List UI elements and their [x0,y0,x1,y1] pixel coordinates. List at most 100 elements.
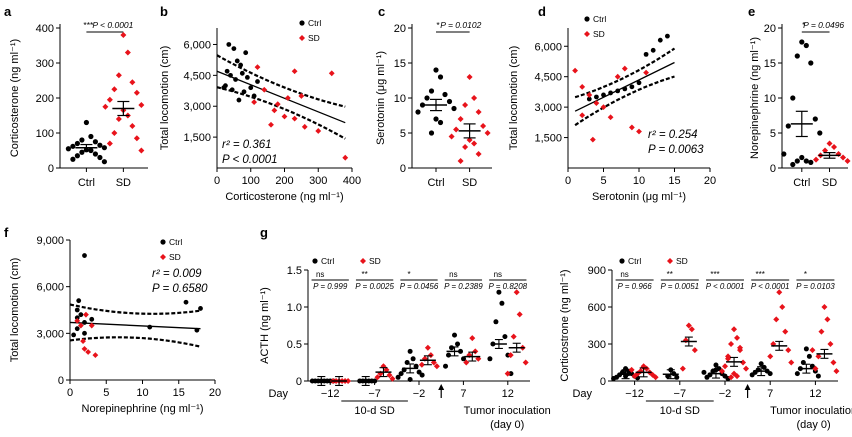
ctrl-point [413,363,419,369]
sd-point [516,311,523,318]
significance-label: ns [620,270,628,279]
sd-point [345,378,352,384]
x-tick-label: SD [822,177,837,189]
sd-point [281,113,288,120]
sd-point [453,126,460,133]
sd-point [827,341,834,347]
sd-point [629,124,635,131]
sd-point [522,359,529,366]
sd-point [274,101,281,108]
regression-stat: r² = 0.254 [648,129,698,141]
ctrl-point [147,324,153,330]
ctrl-point [65,146,71,152]
y-axis-label: Total locomotion (cm) [9,258,21,363]
ctrl-point [183,299,189,305]
ctrl-point [799,39,805,45]
y-tick-label: 6,000 [183,39,211,51]
ctrl-point [803,346,809,352]
inoculation-label: Tumor inoculation [464,405,551,417]
ctrl-point [76,298,82,304]
sd-point [643,69,649,76]
ctrl-point [89,316,95,322]
sd-point [462,144,469,150]
sd-point [833,368,840,375]
ctrl-point [643,51,649,57]
y-tick-label: 0 [58,375,64,387]
inoculation-arrow-head [744,384,751,390]
ctrl-point [622,86,628,92]
ctrl-point [229,87,235,93]
ctrl-point [594,94,599,100]
ctrl-point [803,158,809,164]
y-tick-label: 15 [764,58,776,70]
x-tick-label: −7 [368,388,381,400]
significance-stars: * [802,20,806,30]
sd-point [734,334,741,341]
p-value: P = 0.2389 [444,282,483,291]
ctrl-point [806,353,812,359]
sd-point [463,359,470,366]
significance-label: ** [667,270,673,279]
x-tick-label: Ctrl [793,177,810,189]
x-tick-label: 15 [668,175,680,187]
sd-point [734,373,741,380]
regression-stat: P = 0.6580 [152,283,208,295]
regression-stat: r² = 0.009 [152,268,202,280]
ctrl-point [78,312,84,318]
ctrl-point [251,93,257,99]
ctrl-point [611,376,617,382]
ctrl-point [88,133,94,140]
ctrl-point [428,130,435,136]
sd-point [386,372,393,379]
ctrl-point [629,84,635,90]
ctrl-point [255,79,260,84]
sd-point [776,289,783,296]
sd-point [589,136,596,143]
sd-point [77,322,84,329]
confidence-band-upper [216,54,346,108]
ctrl-point [452,332,458,338]
y-tick-label: 300 [36,58,54,70]
ctrl-point [586,96,592,102]
ctrl-point [713,362,719,368]
sd-point [328,70,335,77]
legend-ctrl-marker [160,239,166,245]
sd-point [682,337,689,344]
sd-point [773,316,780,323]
x-tick-label: −2 [719,388,732,400]
p-value: P < 0.0001 [706,282,745,291]
sd-point [138,147,145,154]
p-value: P < 0.0001 [751,282,790,291]
sd-point [466,74,473,80]
sd-point [462,102,469,108]
significance-label: ns [316,270,324,279]
ctrl-point [455,341,461,347]
y-tick-label: 600 [588,302,606,314]
sd-point [621,65,628,72]
ctrl-point [407,377,413,383]
x-tick-label: SD [462,177,477,189]
ctrl-point [238,62,244,68]
ctrl-point [82,253,87,258]
y-tick-label: 0 [296,376,302,388]
sd-point [261,86,268,93]
ctrl-point [808,159,814,165]
sd-point [679,365,686,372]
ctrl-point [442,91,448,98]
ctrl-point [70,143,76,149]
ctrl-point [608,90,613,96]
x-tick-label: 200 [275,175,293,187]
panel-label-f: f [4,225,9,240]
ctrl-point [794,53,800,59]
ctrl-point [248,85,254,91]
ctrl-point [198,306,203,311]
p-value: P = 0.966 [618,282,653,291]
sd-point [85,349,92,355]
ctrl-point [785,123,791,129]
ctrl-point [224,68,230,74]
y-tick-label: 20 [394,23,406,35]
sd-point [743,365,750,372]
ctrl-point [808,60,814,66]
ctrl-point [794,158,800,164]
regression-stat: P < 0.0001 [222,154,278,166]
